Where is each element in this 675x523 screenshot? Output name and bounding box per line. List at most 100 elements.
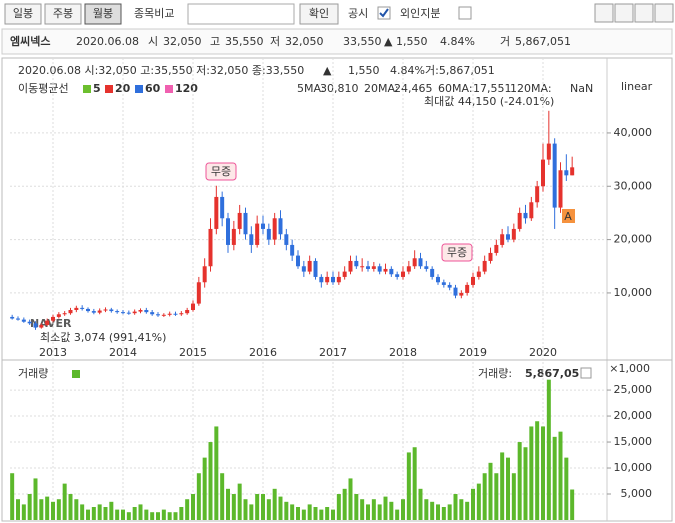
- candle-body: [570, 167, 575, 176]
- volume-bar: [354, 494, 359, 520]
- volume-bar: [383, 496, 388, 520]
- volume-bar: [371, 499, 376, 520]
- volume-bar: [465, 501, 470, 520]
- volume-bar: [523, 447, 528, 520]
- candle-body: [167, 313, 172, 315]
- candle-body: [220, 196, 225, 219]
- y-tick-label: 20,000: [614, 409, 653, 422]
- volume-bar: [506, 457, 510, 520]
- candle-body: [62, 313, 67, 315]
- candle-body: [465, 284, 470, 293]
- volume-bar: [546, 379, 551, 520]
- y-tick-label: 40,000: [614, 126, 653, 139]
- candle-body: [179, 313, 184, 315]
- volume-bar: [261, 494, 265, 520]
- candle-body: [115, 311, 120, 313]
- candle-body: [272, 218, 277, 240]
- info-high: 35,550: [225, 35, 264, 48]
- info-open: 32,050: [163, 35, 202, 48]
- volume-bar: [564, 457, 569, 520]
- volume-label: 거래량:: [478, 367, 512, 380]
- candle-body: [121, 312, 125, 314]
- candle-body: [564, 170, 569, 176]
- volume-bar: [156, 512, 160, 520]
- week-button[interactable]: [44, 3, 82, 25]
- candle-body: [529, 202, 534, 219]
- min-annotation: 최소값 3,074 (991,41%): [40, 331, 166, 344]
- y-tick-label: 5,000: [621, 487, 653, 500]
- volume-bar: [109, 501, 114, 520]
- header-pct: 4.84%: [390, 64, 425, 77]
- candle-body: [371, 266, 376, 269]
- candle-body: [56, 314, 61, 317]
- close-volume[interactable]: [580, 367, 592, 379]
- ma120-name: 120MA:: [510, 82, 552, 95]
- candle-body: [150, 312, 155, 315]
- ma5-swatch: [83, 85, 91, 93]
- month-button-label[interactable]: 월봉: [93, 7, 113, 20]
- ma-title: 이동평균선: [18, 82, 69, 95]
- candle-body: [51, 316, 55, 321]
- info-close: 33,550: [343, 35, 382, 48]
- x-tick-label: 2013: [39, 346, 67, 359]
- candle-body: [360, 266, 365, 268]
- candle-body: [208, 228, 213, 267]
- candle-body: [173, 313, 178, 315]
- foreign-checkbox[interactable]: [458, 6, 472, 20]
- volume-bar: [558, 431, 563, 520]
- volume-bar: [447, 504, 452, 520]
- candle-body: [500, 234, 505, 245]
- candle-body: [138, 310, 143, 312]
- tool-button[interactable]: [614, 3, 634, 23]
- tool-button[interactable]: [634, 3, 654, 23]
- month-button[interactable]: [84, 3, 122, 25]
- stock-name: 엠씨넥스: [10, 34, 50, 48]
- volume-bar: [249, 504, 254, 520]
- disclosure-label: 공시: [348, 7, 368, 20]
- volume-bar: [150, 512, 155, 520]
- volume-title: 거래량: [18, 367, 48, 380]
- candle-body: [27, 321, 32, 324]
- candle-body: [91, 311, 96, 313]
- candle-body: [348, 260, 353, 272]
- volume-bar: [103, 507, 108, 520]
- badge: [562, 209, 575, 223]
- ma20-name: 20MA:: [364, 82, 399, 95]
- volume-bar: [243, 499, 248, 520]
- volume-bar: [441, 507, 446, 520]
- volume-bar: [418, 488, 423, 520]
- volume-bar: [45, 496, 50, 520]
- scale-label: linear: [621, 80, 653, 93]
- tool-button[interactable]: [654, 3, 674, 23]
- volume-bar: [541, 426, 545, 520]
- compare-input[interactable]: [187, 3, 295, 25]
- candle-body: [21, 319, 26, 322]
- info-pct: 4.84%: [440, 35, 475, 48]
- volume-bar: [424, 499, 429, 520]
- info-change: ▲ 1,550: [384, 35, 427, 48]
- candle-body: [459, 292, 464, 296]
- volume-bar: [342, 488, 347, 520]
- volume-bar: [10, 473, 15, 520]
- week-button-label[interactable]: 주봉: [53, 7, 73, 20]
- tool-button[interactable]: [594, 3, 614, 23]
- volume-bar: [255, 494, 260, 520]
- volume-bar: [570, 489, 575, 520]
- bonus-box: [205, 162, 237, 181]
- confirm-button[interactable]: [299, 3, 339, 25]
- volume-bar: [459, 499, 464, 520]
- candle-body: [249, 234, 254, 245]
- day-button[interactable]: [4, 3, 42, 25]
- volume-bar: [144, 509, 149, 520]
- volume-bar: [430, 501, 435, 520]
- confirm-label[interactable]: 확인: [309, 7, 329, 20]
- candle-body: [476, 271, 481, 277]
- day-button-label[interactable]: 일봉: [13, 6, 33, 20]
- volume-bar: [179, 507, 184, 520]
- volume-bar: [412, 447, 417, 520]
- max-annotation: 최대값 44,150 (-24.01%): [424, 95, 554, 108]
- candle-body: [552, 143, 557, 208]
- check: [379, 8, 389, 18]
- volume-bar: [336, 494, 341, 520]
- volume-bar: [471, 488, 475, 520]
